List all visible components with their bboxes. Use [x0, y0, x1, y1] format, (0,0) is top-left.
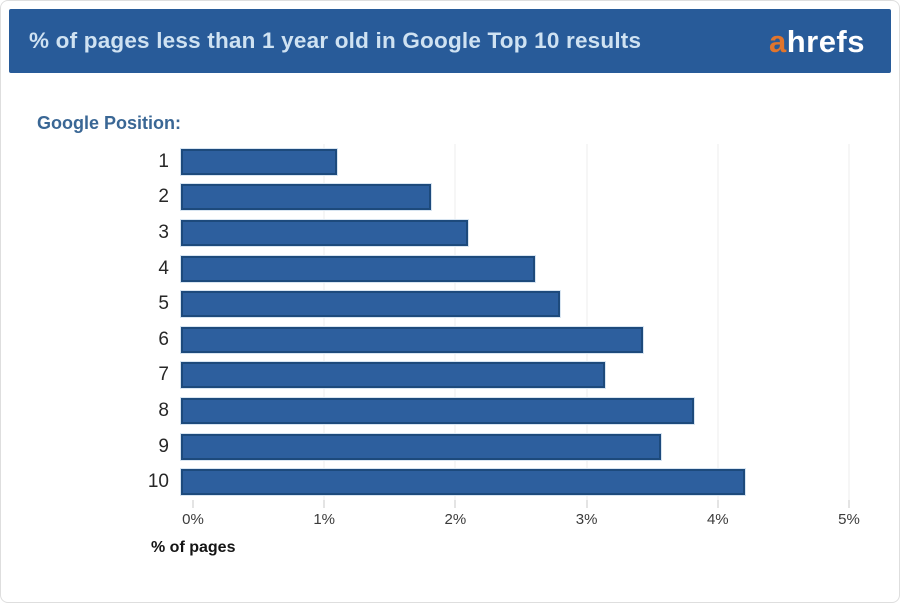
x-axis-tick: [192, 500, 194, 508]
y-axis-tick-label: 5: [158, 293, 169, 315]
y-axis-tick-label: 7: [158, 364, 169, 386]
bar: [181, 291, 561, 318]
bar-track: [181, 184, 849, 211]
bar-track: [181, 148, 849, 175]
x-axis-tick: [717, 500, 719, 508]
bar-row: 6: [101, 322, 849, 358]
bar: [181, 148, 338, 175]
x-axis-tick: [323, 500, 325, 508]
x-axis-tick-label: 0%: [182, 511, 204, 528]
bar-track: [181, 362, 849, 389]
bar: [181, 184, 431, 211]
bar-row: 2: [101, 180, 849, 216]
bar: [181, 255, 536, 282]
gridline: [454, 144, 456, 500]
y-axis-tick-label: 10: [147, 471, 169, 493]
chart-title: % of pages less than 1 year old in Googl…: [29, 28, 642, 53]
bar-track: [181, 397, 849, 424]
bar-row: 5: [101, 286, 849, 322]
bar: [181, 362, 605, 389]
x-axis-tick: [586, 500, 588, 508]
x-axis: 0% 1% 2% 3% 4% 5%: [182, 500, 860, 534]
x-axis-tick-label: 1%: [313, 511, 336, 528]
bar: [181, 326, 644, 353]
y-axis-tick-label: 1: [158, 150, 169, 172]
ahrefs-logo: ahrefs: [769, 26, 865, 57]
bar-track: [181, 326, 849, 353]
bar-track: [181, 219, 849, 246]
y-axis-tick-label: 6: [158, 328, 169, 350]
x-axis-tick-label: 5%: [838, 511, 860, 528]
y-axis-tick-label: 2: [158, 186, 169, 208]
bar-row: 7: [101, 358, 849, 394]
gridline: [323, 144, 325, 500]
x-axis-tick-label: 2%: [444, 511, 467, 528]
x-axis-tick: [454, 500, 456, 508]
bar-row: 8: [101, 393, 849, 429]
bar-row: 3: [101, 215, 849, 251]
y-axis-tick-label: 3: [158, 221, 169, 243]
bar: [181, 433, 661, 460]
bar: [181, 397, 695, 424]
x-axis-tick-label: 3%: [575, 511, 598, 528]
bar: [181, 469, 745, 496]
bar-row: 1: [101, 144, 849, 180]
bar-row: 4: [101, 251, 849, 287]
bar-row: 10: [101, 464, 849, 500]
gridline: [848, 144, 850, 500]
ahrefs-logo-rest: hrefs: [786, 23, 865, 59]
bar-rows: 1 2 3 4 5 6 7 8 9 10: [101, 144, 849, 500]
gridline: [586, 144, 588, 500]
x-axis-tick-label: 4%: [706, 511, 729, 528]
y-axis-tick-label: 9: [158, 435, 169, 457]
gridlines: [193, 144, 850, 500]
chart-header: % of pages less than 1 year old in Googl…: [9, 9, 891, 73]
bar-track: [181, 433, 849, 460]
ahrefs-logo-a: a: [768, 23, 787, 59]
x-axis-label: % of pages: [151, 539, 236, 556]
x-axis-tick: [848, 500, 850, 508]
bar-track: [181, 291, 849, 318]
y-axis-tick-label: 4: [158, 257, 169, 279]
bar: [181, 219, 469, 246]
gridline: [717, 144, 719, 500]
y-axis-tick-label: 8: [158, 399, 169, 421]
plot-area: 1 2 3 4 5 6 7 8 9 10: [101, 144, 850, 500]
y-axis-title: Google Position:: [37, 113, 181, 133]
bar-track: [181, 255, 849, 282]
bar-row: 9: [101, 429, 849, 465]
bar-track: [181, 469, 849, 496]
